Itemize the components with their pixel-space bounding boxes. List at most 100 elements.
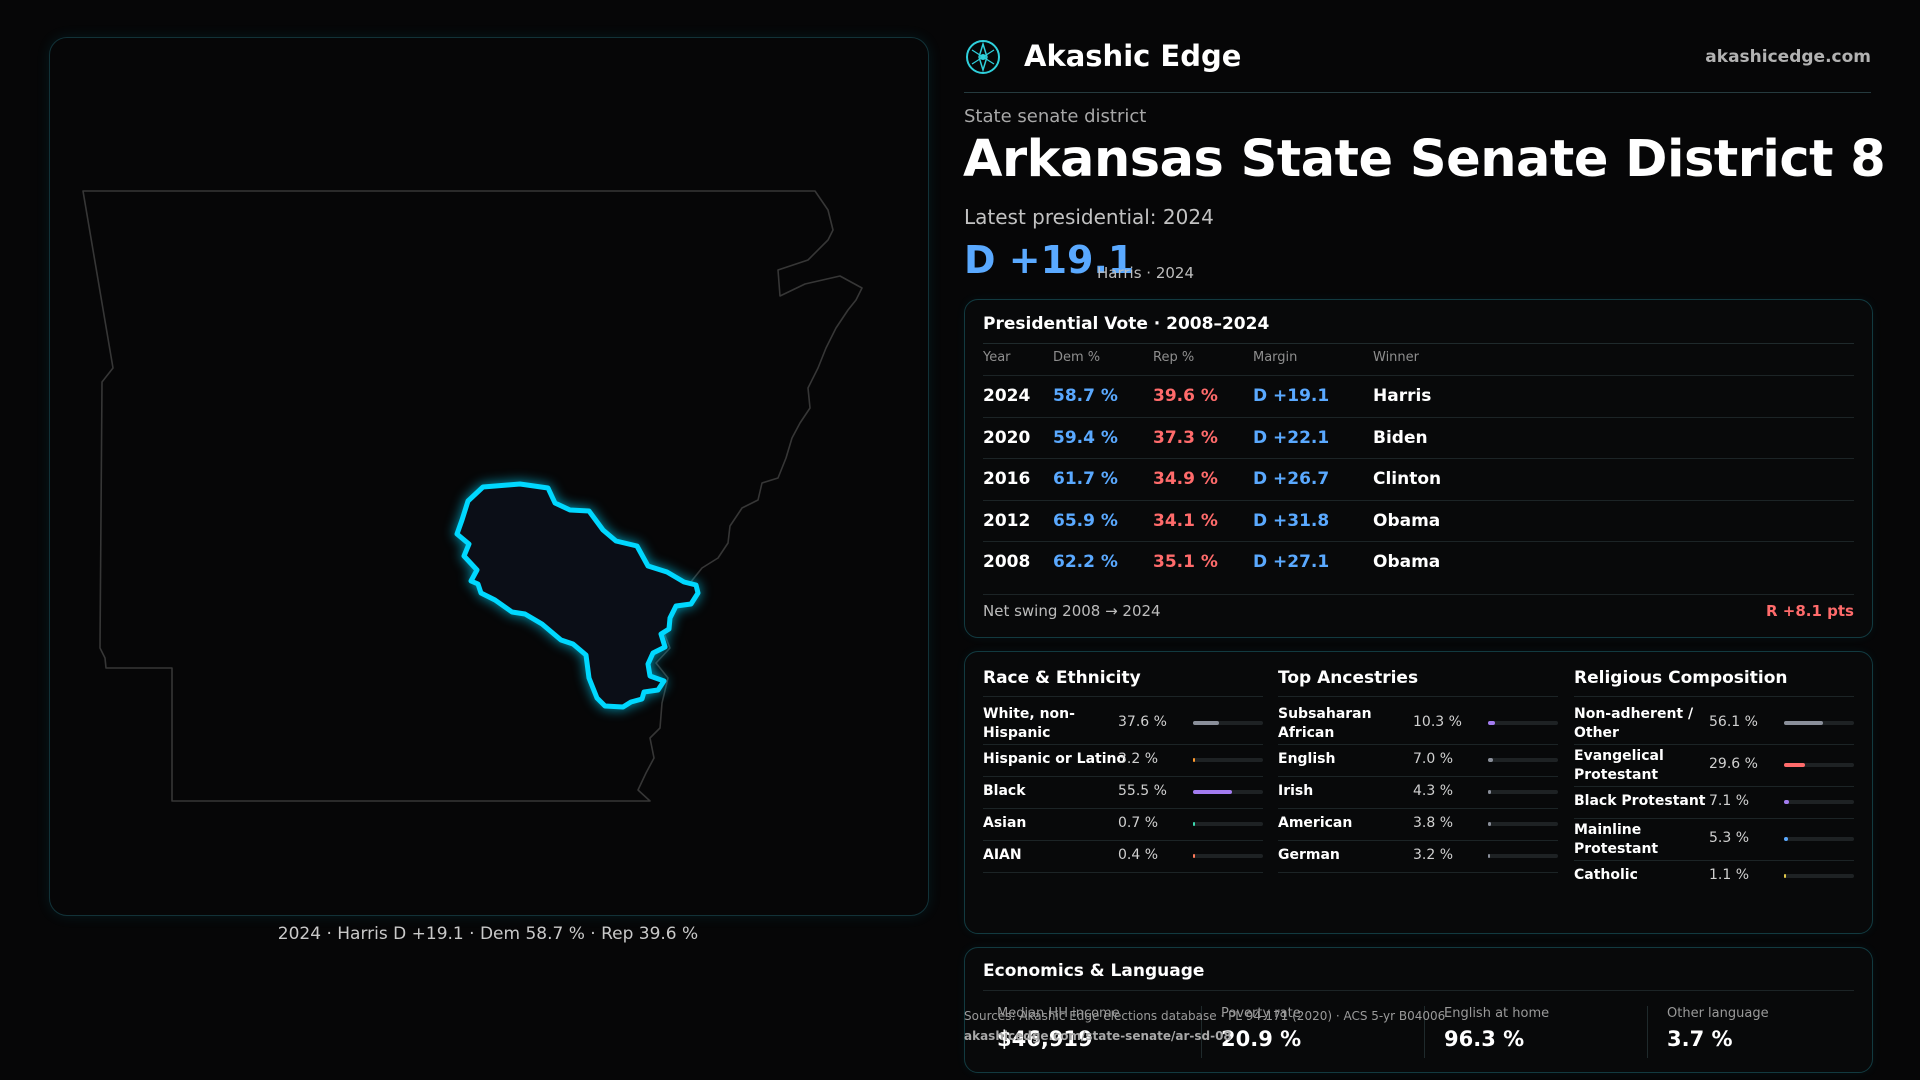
- district-shape[interactable]: [454, 481, 701, 710]
- table-row[interactable]: 2024 58.7 % 39.6 % D +19.1 Harris: [983, 375, 1854, 417]
- metric-value: 96.3 %: [1444, 1027, 1525, 1051]
- item-label: Evangelical Protestant: [1574, 748, 1664, 783]
- item-label: Catholic: [1574, 867, 1638, 883]
- item-value: 4.3 %: [1413, 783, 1454, 799]
- list-item[interactable]: Subsaharan African 10.3 %: [1278, 702, 1558, 745]
- list-item[interactable]: German 3.2 %: [1278, 840, 1558, 873]
- cell-rep: 34.9 %: [1153, 469, 1218, 489]
- bar-track: [1784, 837, 1854, 841]
- item-label: Hispanic or Latino: [983, 751, 1127, 767]
- divider: [983, 343, 1854, 344]
- list-item[interactable]: AIAN 0.4 %: [983, 840, 1263, 873]
- table-row[interactable]: 2016 61.7 % 34.9 % D +26.7 Clinton: [983, 458, 1854, 500]
- item-label: Asian: [983, 815, 1027, 831]
- map-caption: 2024 · Harris D +19.1 · Dem 58.7 % · Rep…: [277, 924, 699, 944]
- net-swing-value: R +8.1 pts: [1766, 602, 1854, 620]
- item-value: 37.6 %: [1118, 714, 1167, 730]
- bar-track: [1784, 800, 1854, 804]
- item-label: Black Protestant: [1574, 793, 1706, 809]
- cell-dem: 59.4 %: [1053, 428, 1118, 448]
- bar-fill: [1488, 854, 1490, 858]
- item-value: 3.2 %: [1413, 847, 1454, 863]
- religion-title: Religious Composition: [1574, 668, 1788, 688]
- table-row[interactable]: 2008 62.2 % 35.1 % D +27.1 Obama: [983, 541, 1854, 583]
- item-value: 3.2 %: [1118, 751, 1159, 767]
- col-header-rep: Rep %: [1153, 350, 1195, 365]
- bar-track: [1193, 721, 1263, 725]
- source-url-link[interactable]: akashicedge.com/state-senate/ar-sd-08: [964, 1029, 1232, 1043]
- ancestries-column: Top Ancestries Subsaharan African 10.3 %…: [1278, 652, 1558, 933]
- metric-english-at-home: English at home 96.3 %: [1444, 1006, 1644, 1051]
- net-swing-label: Net swing 2008 → 2024: [983, 602, 1161, 620]
- bar-track: [1193, 854, 1263, 858]
- col-header-margin: Margin: [1253, 350, 1298, 365]
- cell-winner: Harris: [1373, 386, 1432, 406]
- divider: [1424, 1006, 1425, 1058]
- list-item[interactable]: Black Protestant 7.1 %: [1574, 786, 1854, 819]
- table-row[interactable]: 2012 65.9 % 34.1 % D +31.8 Obama: [983, 500, 1854, 542]
- col-header-year: Year: [983, 350, 1011, 365]
- cell-dem: 65.9 %: [1053, 511, 1118, 531]
- district-map[interactable]: [50, 38, 928, 915]
- presidential-vote-card: Presidential Vote · 2008–2024 Year Dem %…: [964, 299, 1873, 638]
- bar-fill: [1784, 763, 1805, 767]
- item-value: 56.1 %: [1709, 714, 1758, 730]
- bar-track: [1784, 763, 1854, 767]
- list-item[interactable]: Non-adherent / Other 56.1 %: [1574, 702, 1854, 745]
- bar-fill: [1488, 790, 1491, 794]
- item-value: 29.6 %: [1709, 756, 1758, 772]
- cell-margin: D +19.1: [1253, 386, 1330, 406]
- metric-median-income: Median HH income $46,919: [997, 1006, 1197, 1051]
- item-value: 7.1 %: [1709, 793, 1750, 809]
- compass-logo-icon[interactable]: [964, 38, 1002, 76]
- metric-label: Poverty rate: [1221, 1006, 1301, 1021]
- bar-fill: [1193, 854, 1195, 858]
- list-item[interactable]: Mainline Protestant 5.3 %: [1574, 818, 1854, 861]
- divider: [1278, 696, 1558, 697]
- presidential-vote-title: Presidential Vote · 2008–2024: [983, 314, 1270, 334]
- headline-margin-sub: Harris · 2024: [1097, 264, 1195, 282]
- bar-fill: [1784, 837, 1788, 841]
- table-row[interactable]: 2020 59.4 % 37.3 % D +22.1 Biden: [983, 417, 1854, 459]
- divider: [983, 696, 1263, 697]
- list-item[interactable]: Irish 4.3 %: [1278, 776, 1558, 809]
- bar-fill: [1784, 800, 1789, 804]
- cell-dem: 62.2 %: [1053, 552, 1118, 572]
- item-label: Irish: [1278, 783, 1314, 799]
- cell-year: 2020: [983, 428, 1031, 448]
- cell-margin: D +31.8: [1253, 511, 1330, 531]
- bar-fill: [1784, 721, 1823, 725]
- map-panel[interactable]: [49, 37, 929, 916]
- bar-track: [1488, 854, 1558, 858]
- brand-name[interactable]: Akashic Edge: [1024, 39, 1242, 73]
- divider: [983, 594, 1854, 595]
- cell-rep: 39.6 %: [1153, 386, 1218, 406]
- bar-track: [1193, 790, 1263, 794]
- bar-track: [1784, 874, 1854, 878]
- header: Akashic Edge akashicedge.com: [964, 34, 1871, 93]
- item-label: Non-adherent / Other: [1574, 706, 1694, 741]
- list-item[interactable]: American 3.8 %: [1278, 808, 1558, 841]
- source-footer: Sources: Akashic Edge elections database…: [964, 1006, 1445, 1046]
- site-link[interactable]: akashicedge.com: [1705, 47, 1871, 67]
- list-item[interactable]: White, non-Hispanic 37.6 %: [983, 702, 1263, 745]
- item-label: American: [1278, 815, 1353, 831]
- list-item[interactable]: Hispanic or Latino 3.2 %: [983, 744, 1263, 777]
- list-item[interactable]: Evangelical Protestant 29.6 %: [1574, 744, 1854, 787]
- cell-year: 2012: [983, 511, 1031, 531]
- race-ethnicity-title: Race & Ethnicity: [983, 668, 1141, 688]
- list-item[interactable]: English 7.0 %: [1278, 744, 1558, 777]
- cell-winner: Obama: [1373, 552, 1441, 572]
- list-item[interactable]: Black 55.5 %: [983, 776, 1263, 809]
- divider: [1647, 1006, 1648, 1058]
- item-value: 7.0 %: [1413, 751, 1454, 767]
- item-label: Subsaharan African: [1278, 706, 1372, 741]
- cell-winner: Biden: [1373, 428, 1428, 448]
- item-value: 0.7 %: [1118, 815, 1159, 831]
- item-label: Black: [983, 783, 1026, 799]
- list-item[interactable]: Catholic 1.1 %: [1574, 860, 1854, 892]
- latest-presidential-label: Latest presidential: 2024: [964, 205, 1214, 229]
- bar-fill: [1193, 721, 1219, 725]
- metric-label: Other language: [1667, 1006, 1769, 1021]
- list-item[interactable]: Asian 0.7 %: [983, 808, 1263, 841]
